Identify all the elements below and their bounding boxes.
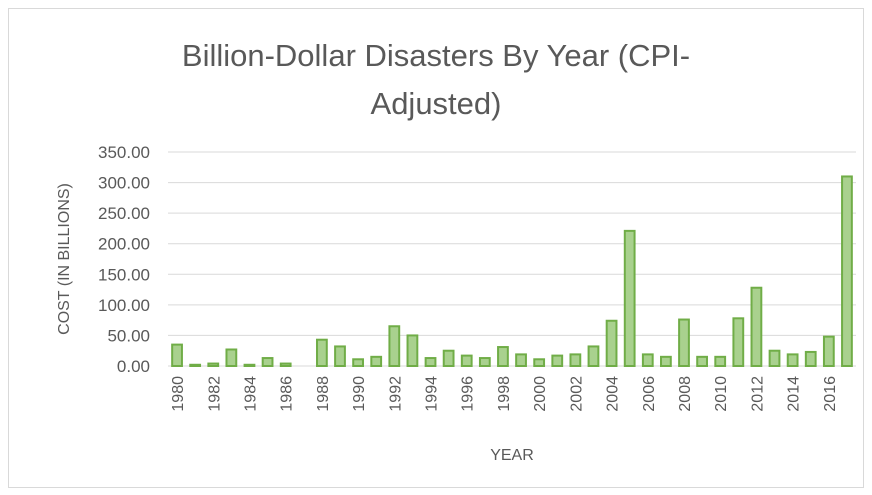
bar-2015	[804, 350, 817, 367]
bar-2012	[750, 286, 763, 368]
x-axis-ticks: 1980 1982 1984 1986 1988 1990 1992 1994 1996 1998…	[170, 376, 839, 412]
x-tick-label: 2000	[532, 376, 549, 412]
bar-1996	[460, 354, 473, 367]
x-tick-label: 2012	[749, 376, 766, 412]
chart-title-line-2: Adjusted)	[370, 86, 502, 121]
bar-1985	[261, 357, 274, 367]
bar-2014	[786, 353, 799, 367]
x-tick-label: 2008	[677, 376, 694, 412]
x-tick-label: 2010	[713, 376, 730, 412]
bar-2001	[551, 354, 564, 367]
y-tick-label: 300.00	[98, 174, 150, 193]
chart-title: Billion-Dollar Disasters By Year (CPI- A…	[0, 32, 872, 128]
x-tick-label: 2016	[822, 376, 839, 412]
y-tick-label: 350.00	[98, 143, 150, 162]
bar-2007	[660, 355, 672, 368]
bar-2017	[841, 175, 853, 367]
y-axis-ticks: 0.00 50.00 100.00 150.00 200.00 250.00 300.00 3…	[98, 143, 150, 376]
x-tick-label: 1990	[351, 376, 368, 412]
bar-2013	[768, 349, 781, 368]
bar-2006	[641, 353, 654, 367]
x-tick-label: 1982	[206, 376, 223, 412]
x-tick-label: 1998	[496, 376, 513, 412]
bar-2016	[822, 335, 835, 367]
chart-frame	[8, 8, 864, 488]
bar-1980	[171, 343, 183, 368]
x-tick-label: 2004	[605, 376, 622, 412]
bar-1999	[515, 353, 527, 367]
bar-1988	[316, 338, 328, 367]
x-tick-label: 2006	[641, 376, 658, 412]
x-tick-label: 1984	[242, 376, 259, 412]
x-tick-label: 1994	[424, 376, 441, 412]
bar-1986	[279, 362, 292, 368]
x-tick-label: 1980	[170, 376, 187, 412]
bar-2002	[569, 353, 582, 367]
y-tick-label: 50.00	[107, 326, 150, 345]
bar-2010	[714, 355, 727, 368]
bar-2004	[605, 319, 618, 367]
bar-1983	[225, 348, 238, 367]
bar-1989	[334, 345, 346, 368]
bar-1993	[406, 334, 419, 367]
bars	[171, 175, 853, 368]
bar-2011	[732, 317, 745, 367]
y-tick-label: 0.00	[117, 357, 150, 376]
bar-1995	[442, 349, 455, 368]
bar-1992	[388, 325, 401, 367]
bar-2009	[696, 355, 708, 368]
y-tick-label: 200.00	[98, 235, 150, 254]
x-axis-title: YEAR	[490, 447, 534, 464]
bar-1984	[243, 363, 256, 367]
bar-2003	[587, 345, 600, 368]
y-tick-label: 100.00	[98, 296, 150, 315]
bar-1990	[352, 358, 364, 368]
bar-2005	[623, 229, 636, 367]
y-axis-title: COST (IN BILLIONS)	[56, 183, 73, 335]
x-tick-label: 1988	[315, 376, 332, 412]
y-tick-label: 250.00	[98, 204, 150, 223]
bar-1991	[370, 355, 383, 368]
bar-1982	[207, 362, 220, 368]
x-tick-label: 1992	[387, 376, 404, 412]
y-tick-label: 150.00	[98, 265, 150, 284]
chart-title-line-1: Billion-Dollar Disasters By Year (CPI-	[181, 38, 691, 73]
bar-2000	[533, 358, 546, 368]
bar-1997	[478, 357, 491, 367]
x-tick-label: 1986	[279, 376, 296, 412]
x-tick-label: 2014	[786, 376, 803, 412]
x-tick-label: 2002	[568, 376, 585, 412]
bar-1981	[189, 363, 202, 367]
bar-1998	[497, 346, 509, 368]
bar-1994	[424, 357, 437, 367]
x-tick-label: 1996	[460, 376, 477, 412]
bar-2008	[678, 318, 690, 368]
